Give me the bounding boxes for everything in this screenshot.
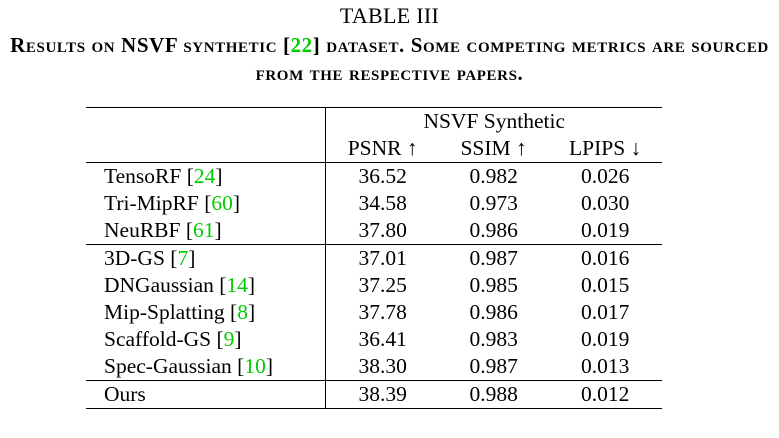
table-row: Scaffold-GS [9] 36.41 0.983 0.019 — [86, 326, 662, 353]
method-name: Spec-Gaussian — [104, 354, 232, 378]
method-name: 3D-GS — [104, 246, 165, 270]
lpips-cell: 0.019 — [580, 327, 630, 351]
caption-text-end: ] dataset. Some competing metrics are so… — [255, 33, 769, 85]
method-name: Tri-MipRF — [104, 191, 199, 215]
ssim-cell: 0.985 — [469, 273, 518, 297]
method-name: Mip-Splatting — [104, 300, 225, 324]
method-cell: NeuRBF [61] — [86, 217, 327, 245]
results-table: NSVF Synthetic PSNR ↑ SSIM ↑ LPIPS ↓ Ten… — [86, 107, 662, 409]
ssim-cell: 0.983 — [469, 327, 518, 351]
method-name: NeuRBF — [104, 218, 181, 242]
psnr-cell: 36.41 — [358, 327, 407, 351]
psnr-cell: 37.01 — [325, 244, 439, 272]
method-cell: DNGaussian [14] — [86, 272, 327, 299]
method-cell: Spec-Gaussian [10] — [86, 353, 327, 381]
table-row: Spec-Gaussian [10] 38.30 0.987 0.013 — [86, 353, 662, 381]
table-row: TensoRF [24] 36.52 0.982 0.026 — [86, 162, 662, 190]
psnr-cell: 37.78 — [358, 300, 407, 324]
header-psnr: PSNR ↑ — [347, 136, 418, 160]
method-name: Scaffold-GS — [104, 327, 212, 351]
method-citation[interactable]: 14 — [226, 273, 248, 297]
method-citation[interactable]: 60 — [211, 191, 233, 215]
method-name: TensoRF — [104, 164, 182, 188]
table-row: Tri-MipRF [60] 34.58 0.973 0.030 — [86, 190, 662, 217]
table-row: NeuRBF [61] 37.80 0.986 0.019 — [86, 217, 662, 245]
psnr-cell: 36.52 — [325, 162, 439, 190]
method-citation[interactable]: 9 — [223, 327, 235, 351]
psnr-cell: 34.58 — [358, 191, 407, 215]
method-cell: 3D-GS [7] — [86, 244, 327, 272]
table-caption: Results on NSVF synthetic [22] dataset. … — [10, 31, 769, 87]
method-citation[interactable]: 61 — [193, 218, 215, 242]
header-group-nsvf: NSVF Synthetic — [325, 107, 662, 135]
ssim-cell: 0.986 — [469, 300, 518, 324]
lpips-cell: 0.016 — [548, 244, 662, 272]
lpips-cell: 0.030 — [580, 191, 630, 215]
lpips-cell: 0.015 — [580, 273, 630, 297]
method-cell: TensoRF [24] — [86, 162, 327, 190]
table-row: DNGaussian [14] 37.25 0.985 0.015 — [86, 272, 662, 299]
lpips-cell: 0.017 — [580, 300, 630, 324]
table-row: 3D-GS [7] 37.01 0.987 0.016 — [86, 244, 662, 272]
header-row-group: NSVF Synthetic — [86, 107, 662, 135]
lpips-cell: 0.026 — [548, 162, 662, 190]
method-name: DNGaussian — [104, 273, 214, 297]
table-label: TABLE III — [339, 3, 440, 28]
ssim-cell-best: 0.988 — [438, 380, 549, 409]
ssim-cell: 0.987 — [438, 244, 549, 272]
method-cell: Mip-Splatting [8] — [86, 299, 327, 326]
lpips-cell: 0.019 — [580, 218, 630, 242]
psnr-cell: 37.25 — [358, 273, 407, 297]
header-ssim: SSIM ↑ — [460, 136, 527, 160]
psnr-cell: 38.30 — [358, 354, 407, 378]
header-method-cell — [86, 107, 327, 135]
lpips-cell: 0.013 — [580, 354, 630, 378]
lpips-cell-best: 0.012 — [548, 380, 662, 409]
ssim-cell: 0.986 — [469, 218, 518, 242]
caption-text: Results on NSVF synthetic [ — [10, 33, 291, 57]
method-cell: Scaffold-GS [9] — [86, 326, 327, 353]
psnr-cell-best: 38.39 — [325, 380, 439, 409]
method-citation[interactable]: 24 — [193, 164, 216, 188]
method-cell: Tri-MipRF [60] — [86, 190, 327, 217]
caption-citation[interactable]: 22 — [290, 33, 313, 57]
method-citation[interactable]: 10 — [244, 354, 266, 378]
table-row: Mip-Splatting [8] 37.78 0.986 0.017 — [86, 299, 662, 326]
psnr-cell: 37.80 — [358, 218, 407, 242]
method-citation[interactable]: 8 — [237, 300, 248, 324]
ssim-cell: 0.987 — [469, 354, 518, 378]
header-method-cell-2 — [86, 135, 327, 163]
table-row-ours: Ours 38.39 0.988 0.012 — [86, 380, 662, 409]
method-citation[interactable]: 7 — [177, 246, 189, 270]
ssim-cell: 0.982 — [438, 162, 549, 190]
header-row-metrics: PSNR ↑ SSIM ↑ LPIPS ↓ — [86, 135, 662, 163]
method-cell: Ours — [86, 380, 327, 409]
method-name: Ours — [104, 382, 146, 406]
ssim-cell: 0.973 — [469, 191, 518, 215]
header-lpips: LPIPS ↓ — [569, 136, 642, 160]
